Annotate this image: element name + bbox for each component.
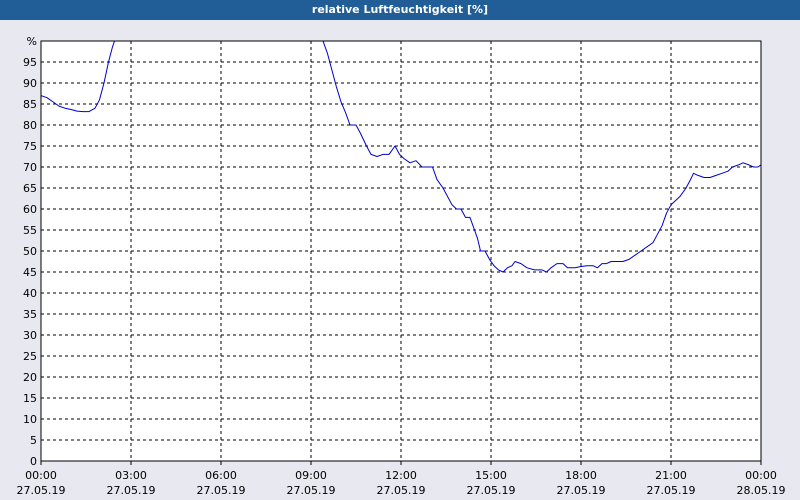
- y-axis: % 0 5 10 15 20 25 30 35 40 45 50 55 60 65 70 75 80 85 90 95: [23, 35, 37, 468]
- y-tick-label: 60: [23, 203, 37, 216]
- y-tick-label: 70: [23, 161, 37, 174]
- y-tick-label: 80: [23, 119, 37, 132]
- x-tick-time-label: 15:00: [475, 469, 507, 482]
- y-tick-label: 5: [30, 434, 37, 447]
- x-tick-date-label: 28.05.19: [737, 484, 786, 497]
- y-tick-label: 25: [23, 350, 37, 363]
- x-tick-time-label: 18:00: [565, 469, 597, 482]
- y-tick-label: 10: [23, 413, 37, 426]
- humidity-line: [41, 41, 115, 113]
- y-tick-label: 35: [23, 308, 37, 321]
- humidity-line: [322, 41, 761, 273]
- chart-title: relative Luftfeuchtigkeit [%]: [0, 0, 800, 20]
- x-tick-time-label: 03:00: [115, 469, 147, 482]
- x-tick-date-label: 27.05.19: [107, 484, 156, 497]
- x-tick-time-label: 09:00: [295, 469, 327, 482]
- x-tick-date-label: 27.05.19: [647, 484, 696, 497]
- x-tick-date-label: 27.05.19: [197, 484, 246, 497]
- y-tick-label: 95: [23, 56, 37, 69]
- x-tick-date-label: 27.05.19: [287, 484, 336, 497]
- y-tick-label: 90: [23, 77, 37, 90]
- x-tick-time-label: 06:00: [205, 469, 237, 482]
- y-tick-label: 45: [23, 266, 37, 279]
- y-unit-label: %: [27, 35, 37, 48]
- y-tick-label: 15: [23, 392, 37, 405]
- x-tick-date-label: 27.05.19: [557, 484, 606, 497]
- humidity-chart: %05101520253035404550556065707580859095 …: [17, 35, 786, 497]
- y-tick-label: 65: [23, 182, 37, 195]
- y-tick-label: 0: [30, 455, 37, 468]
- y-tick-label: 50: [23, 245, 37, 258]
- y-tick-label: 55: [23, 224, 37, 237]
- y-tick-label: 30: [23, 329, 37, 342]
- x-axis: 00:00 27.05.19 03:00 27.05.19 06:00 27.05.19 0…: [17, 461, 786, 497]
- y-tick-label: 85: [23, 98, 37, 111]
- line-series: [41, 41, 761, 273]
- x-tick-date-label: 27.05.19: [467, 484, 516, 497]
- y-tick-label: 40: [23, 287, 37, 300]
- x-tick-date-label: 27.05.19: [377, 484, 426, 497]
- y-tick-label: 20: [23, 371, 37, 384]
- x-tick-time-label: 00:00: [25, 469, 57, 482]
- y-tick-label: 75: [23, 140, 37, 153]
- x-tick-time-label: 00:00: [745, 469, 777, 482]
- x-tick-time-label: 21:00: [655, 469, 687, 482]
- x-tick-date-label: 27.05.19: [17, 484, 66, 497]
- grid: [41, 41, 761, 461]
- x-tick-time-label: 12:00: [385, 469, 417, 482]
